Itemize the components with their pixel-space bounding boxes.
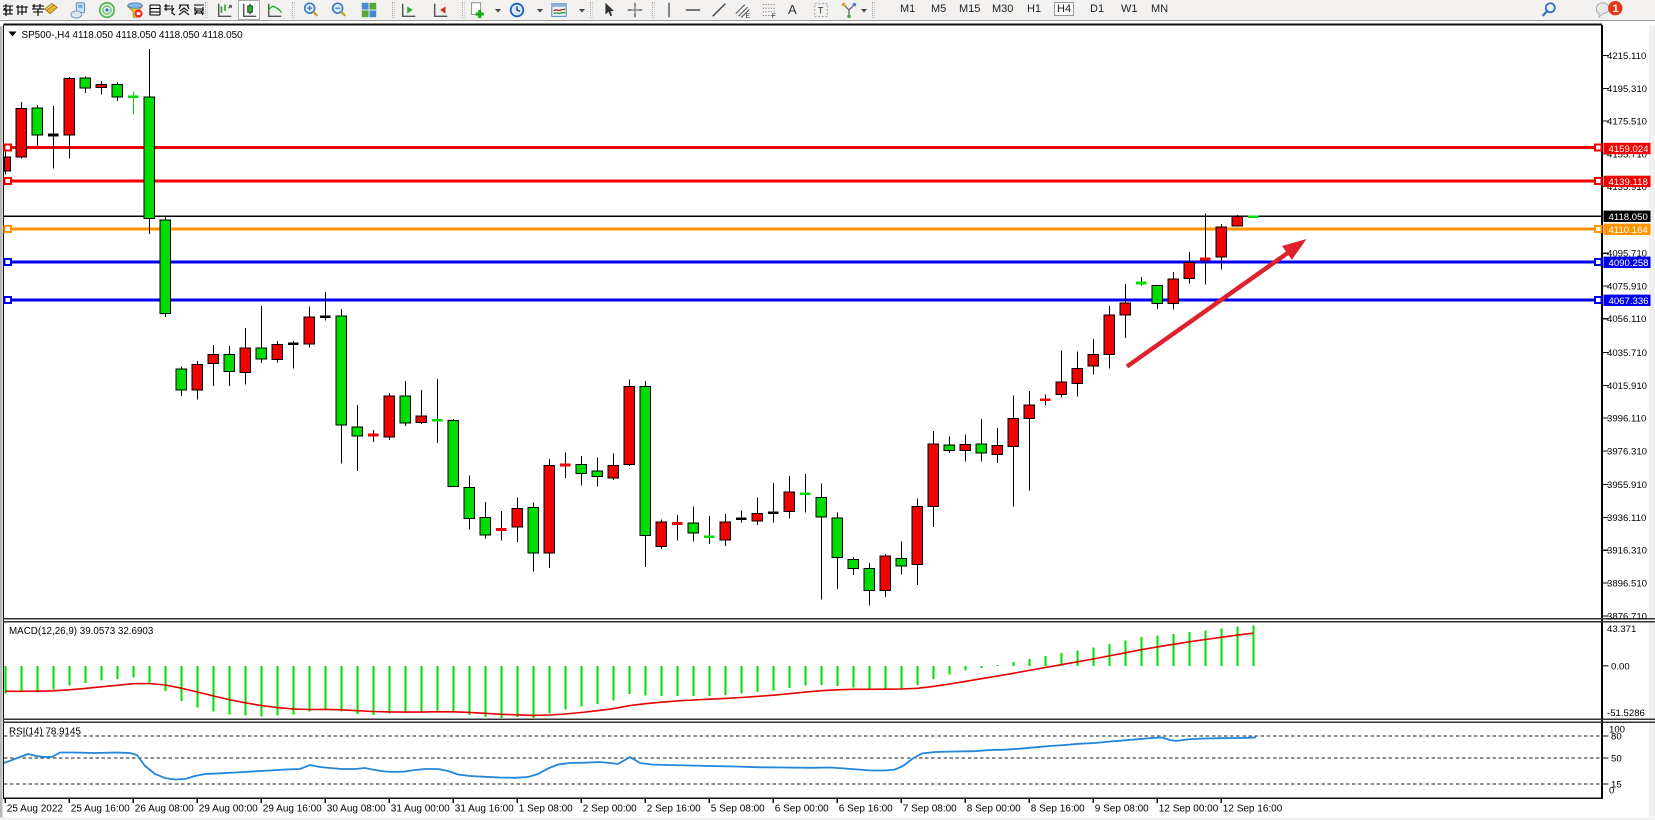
svg-text:RSI(14) 78.9145: RSI(14) 78.9145	[9, 727, 81, 738]
svg-text:3955.910: 3955.910	[1607, 480, 1647, 491]
svg-text:7 Sep 08:00: 7 Sep 08:00	[903, 804, 957, 815]
svg-text:3876.710: 3876.710	[1607, 611, 1647, 622]
svg-text:25 Aug 2022: 25 Aug 2022	[7, 804, 64, 815]
svg-text:31 Aug 00:00: 31 Aug 00:00	[391, 804, 450, 815]
svg-text:4090.258: 4090.258	[1609, 258, 1649, 269]
svg-text:6 Sep 16:00: 6 Sep 16:00	[839, 804, 893, 815]
svg-text:2 Sep 16:00: 2 Sep 16:00	[647, 804, 701, 815]
svg-text:E: E	[746, 13, 750, 19]
svg-text:4215.110: 4215.110	[1607, 51, 1646, 62]
svg-text:3996.110: 3996.110	[1607, 414, 1646, 425]
svg-text:80: 80	[1611, 732, 1622, 743]
svg-text:29 Aug 00:00: 29 Aug 00:00	[199, 804, 258, 815]
svg-text:4035.710: 4035.710	[1607, 348, 1647, 359]
svg-text:29 Aug 16:00: 29 Aug 16:00	[263, 804, 322, 815]
svg-text:0.00: 0.00	[1611, 661, 1630, 672]
svg-text:4118.050: 4118.050	[1609, 212, 1648, 223]
svg-text:12 Sep 16:00: 12 Sep 16:00	[1223, 804, 1283, 815]
svg-text:4110.164: 4110.164	[1609, 225, 1649, 236]
svg-text:2 Sep 00:00: 2 Sep 00:00	[583, 804, 637, 815]
svg-text:4175.510: 4175.510	[1607, 117, 1647, 128]
svg-text:1: 1	[1613, 3, 1619, 15]
svg-text:SP500-,H4 4118.050 4118.050 4: SP500-,H4 4118.050 4118.050 4118.050 411…	[22, 30, 244, 41]
svg-text:4015.910: 4015.910	[1607, 381, 1647, 392]
svg-text:T: T	[818, 6, 824, 16]
svg-text:4139.118: 4139.118	[1609, 177, 1648, 188]
svg-text:1 Sep 08:00: 1 Sep 08:00	[519, 804, 573, 815]
svg-text:3976.310: 3976.310	[1607, 446, 1647, 457]
svg-text:15: 15	[1611, 779, 1622, 790]
svg-text:4195.310: 4195.310	[1607, 84, 1647, 95]
svg-text:4135.910: 4135.910	[1607, 182, 1647, 193]
svg-text:9 Sep 08:00: 9 Sep 08:00	[1095, 804, 1149, 815]
svg-text:6 Sep 00:00: 6 Sep 00:00	[775, 804, 829, 815]
svg-text:26 Aug 08:00: 26 Aug 08:00	[135, 804, 194, 815]
svg-text:3936.110: 3936.110	[1607, 513, 1646, 524]
svg-text:3896.510: 3896.510	[1607, 579, 1647, 590]
svg-text:43.371: 43.371	[1607, 624, 1636, 635]
svg-text:3916.310: 3916.310	[1607, 546, 1647, 557]
svg-text:8 Sep 00:00: 8 Sep 00:00	[967, 804, 1021, 815]
svg-text:4056.110: 4056.110	[1607, 314, 1646, 325]
svg-text:4155.710: 4155.710	[1607, 149, 1647, 160]
svg-text:4159.024: 4159.024	[1609, 144, 1650, 155]
svg-text:F: F	[772, 13, 776, 19]
svg-text:4067.336: 4067.336	[1609, 296, 1649, 307]
svg-text:8 Sep 16:00: 8 Sep 16:00	[1031, 804, 1085, 815]
svg-text:4095.710: 4095.710	[1607, 249, 1647, 260]
svg-text:-51.5286: -51.5286	[1607, 708, 1645, 719]
svg-text:5 Sep 08:00: 5 Sep 08:00	[711, 804, 765, 815]
svg-text:50: 50	[1611, 754, 1622, 765]
svg-text:0: 0	[1609, 786, 1614, 797]
svg-text:100: 100	[1609, 725, 1625, 736]
svg-text:12 Sep 00:00: 12 Sep 00:00	[1159, 804, 1219, 815]
svg-text:MACD(12,26,9) 39.0573 32.6903: MACD(12,26,9) 39.0573 32.6903	[9, 626, 154, 637]
svg-text:4075.910: 4075.910	[1607, 282, 1647, 293]
svg-text:25 Aug 16:00: 25 Aug 16:00	[71, 804, 130, 815]
svg-text:31 Aug 16:00: 31 Aug 16:00	[455, 804, 514, 815]
svg-text:30 Aug 08:00: 30 Aug 08:00	[327, 804, 386, 815]
